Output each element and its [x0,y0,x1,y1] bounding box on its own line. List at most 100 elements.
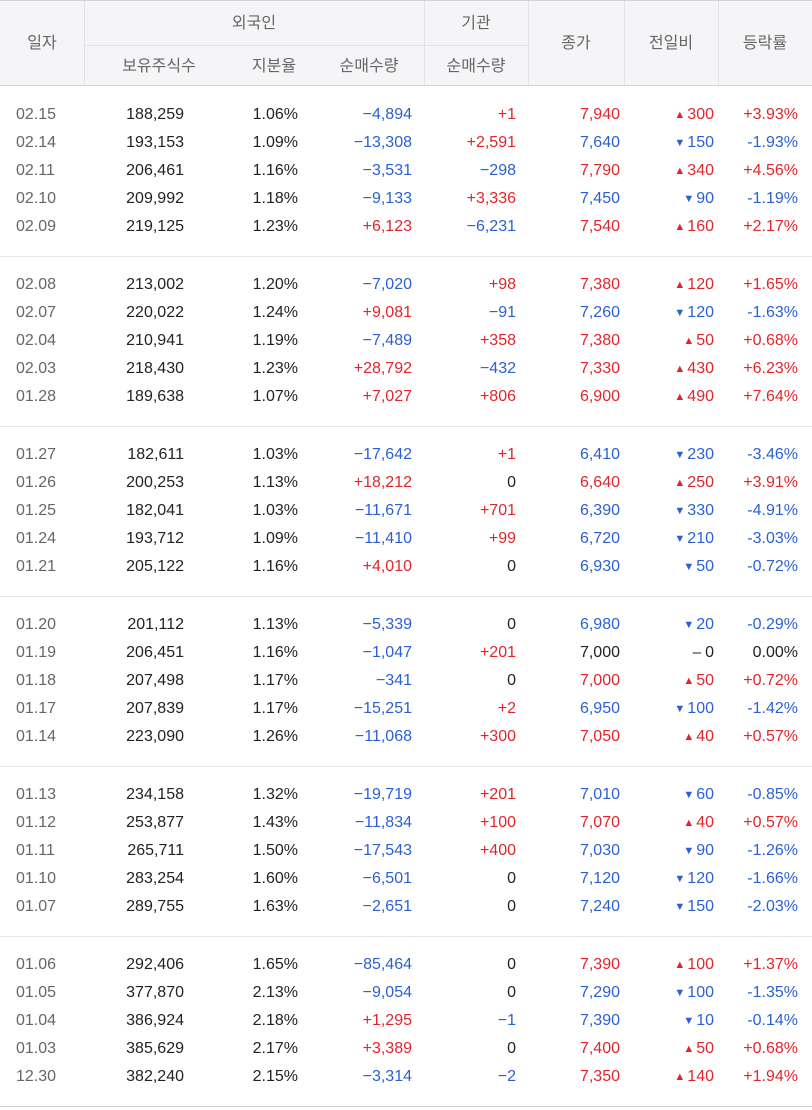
cell-change: ▲ 50 [683,1035,714,1063]
cell-rate: -3.03% [747,530,798,547]
cell-close: 7,790 [579,162,620,179]
cell-date: 01.04 [16,1012,57,1029]
change-value: 60 [696,786,714,803]
cell-inst-net: 0 [507,474,516,491]
cell-inst-net: 0 [507,956,516,973]
cell-foreign-net: −9,054 [362,984,412,1001]
cell-inst-net: −432 [479,360,516,377]
down-triangle-icon: ▼ [674,307,686,319]
cell-foreign-net: −11,834 [354,814,412,831]
table-row: 02.07 220,022 1.24% +9,081 −91 7,260 -1.63% ▼ 12… [0,299,812,327]
cell-foreign-net: −5,339 [362,616,412,633]
change-value: 90 [696,190,714,207]
down-triangle-icon: ▼ [683,845,695,857]
cell-change: ▼ 90 [683,837,714,865]
cell-inst-net: −298 [479,162,516,179]
cell-ratio: 1.23% [252,218,298,235]
table-row: 02.09 219,125 1.23% +6,123 −6,231 7,540 +2.17%… [0,213,812,241]
cell-date: 01.17 [16,700,57,717]
change-value: 50 [696,558,714,575]
cell-close: 7,330 [579,360,620,377]
cell-close: 7,400 [579,1040,620,1057]
cell-rate: -1.19% [747,190,798,207]
cell-ratio: 2.18% [252,1012,298,1029]
cell-inst-net: +99 [488,530,516,547]
up-triangle-icon: ▲ [674,279,686,291]
cell-ratio: 1.03% [252,446,298,463]
cell-close: 7,240 [579,898,620,915]
table-row: 01.27 182,611 1.03% −17,642 +1 6,410 -3.46% ▼ 23… [0,441,812,469]
down-triangle-icon: ▼ [683,619,695,631]
cell-rate: 0.00% [752,644,798,661]
cell-holdings: 253,877 [126,814,184,831]
cell-ratio: 1.32% [252,786,298,803]
cell-change: ▲ 100 [674,951,714,979]
cell-foreign-net: −11,068 [354,728,412,745]
change-value: 490 [687,388,714,405]
change-value: 330 [687,502,714,519]
table-row: 01.04 386,924 2.18% +1,295 −1 7,390 -0.14% ▼ 10 [0,1007,812,1035]
table-row: 02.15 188,259 1.06% −4,894 +1 7,940 +3.93% ▲ 300 [0,101,812,129]
cell-holdings: 210,941 [126,332,184,349]
cell-change: ▲ 140 [674,1063,714,1091]
cell-inst-net: +400 [479,842,516,859]
cell-close: 6,640 [579,474,620,491]
cell-foreign-net: −6,501 [362,870,412,887]
cell-date: 01.21 [16,558,57,575]
group-separator [0,936,812,937]
cell-foreign-net: −1,047 [362,644,412,661]
cell-inst-net: +2 [497,700,516,717]
cell-ratio: 2.15% [252,1068,298,1085]
cell-rate: -0.14% [747,1012,798,1029]
cell-close: 7,120 [579,870,620,887]
table-row: 02.04 210,941 1.19% −7,489 +358 7,380 +0.68% ▲ 5… [0,327,812,355]
cell-date: 01.10 [16,870,57,887]
col-ratio-header: 지분율 [251,58,297,75]
cell-holdings: 182,611 [127,446,184,463]
cell-holdings: 193,153 [126,134,184,151]
cell-rate: +1.65% [743,276,798,293]
cell-change: ▼ 330 [674,497,714,525]
cell-change: ▲ 300 [674,101,714,129]
cell-holdings: 213,002 [126,276,184,293]
cell-rate: -1.35% [747,984,798,1001]
down-triangle-icon: ▼ [674,901,686,913]
table-row: 01.17 207,839 1.17% −15,251 +2 6,950 -1.42% ▼ 10… [0,695,812,723]
col-date-header: 일자 [27,35,57,52]
cell-close: 6,980 [579,616,620,633]
cell-foreign-net: −7,020 [362,276,412,293]
cell-close: 7,290 [579,984,620,1001]
down-triangle-icon: ▼ [674,873,686,885]
cell-date: 01.26 [16,474,57,491]
cell-foreign-net: −85,464 [353,956,412,973]
change-value: 150 [687,898,714,915]
change-value: 50 [696,1040,714,1057]
cell-holdings: 182,041 [126,502,184,519]
cell-foreign-net: +4,010 [362,558,412,575]
down-triangle-icon: ▼ [674,703,686,715]
table-row: 01.20 201,112 1.13% −5,339 0 6,980 -0.29% ▼ 20 [0,611,812,639]
cell-holdings: 265,711 [127,842,184,859]
down-triangle-icon: ▼ [674,449,686,461]
cell-holdings: 205,122 [126,558,184,575]
cell-inst-net: +98 [488,276,516,293]
cell-inst-net: +201 [479,786,516,803]
table-header: 일자 외국인 기관 보유주식수 지분율 순매수량 순매수량 종가 전일비 등락률 [0,0,812,87]
up-triangle-icon: ▲ [674,109,686,121]
cell-inst-net: +701 [479,502,516,519]
table-row: 01.19 206,451 1.16% −1,047 +201 7,000 0.00% –0 [0,639,812,667]
table-row: 02.08 213,002 1.20% −7,020 +98 7,380 +1.65% ▲ 12… [0,271,812,299]
cell-change: ▲ 50 [683,667,714,695]
change-value: 40 [696,814,714,831]
cell-inst-net: 0 [507,558,516,575]
cell-inst-net: +100 [479,814,516,831]
cell-date: 02.07 [16,304,57,321]
cell-foreign-net: −9,133 [362,190,412,207]
cell-holdings: 292,406 [126,956,184,973]
cell-inst-net: 0 [507,984,516,1001]
cell-change: ▼ 50 [683,553,714,581]
cell-close: 7,030 [579,842,620,859]
change-value: 340 [687,162,714,179]
cell-date: 02.03 [16,360,57,377]
cell-holdings: 206,451 [126,644,184,661]
